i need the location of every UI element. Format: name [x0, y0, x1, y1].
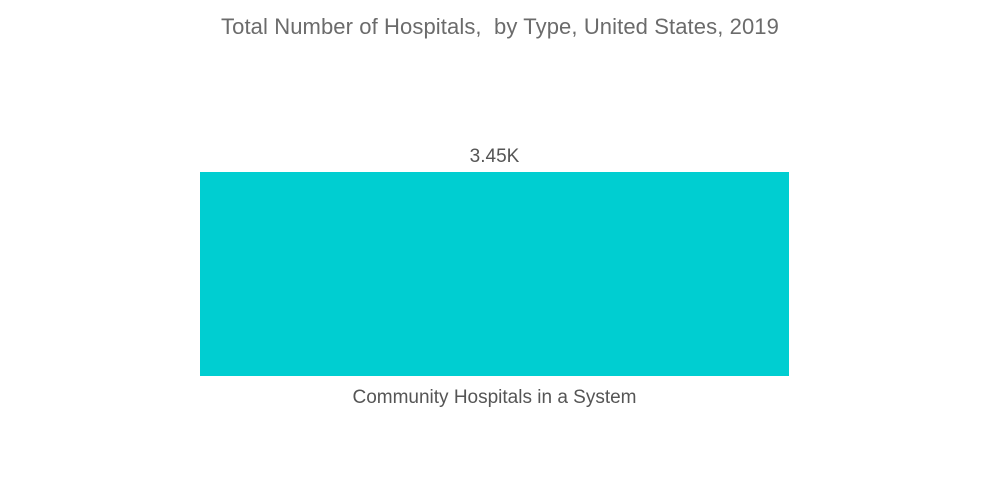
bars-layer [200, 172, 789, 376]
x-tick-label: Community Hospitals in a System [352, 387, 636, 408]
chart-title: Total Number of Hospitals, by Type, Unit… [221, 14, 779, 39]
ticks-layer: Community Hospitals in a System [352, 387, 636, 408]
bar [200, 172, 789, 376]
labels-layer: 3.45K [470, 146, 520, 167]
bar-value-label: 3.45K [470, 146, 520, 167]
